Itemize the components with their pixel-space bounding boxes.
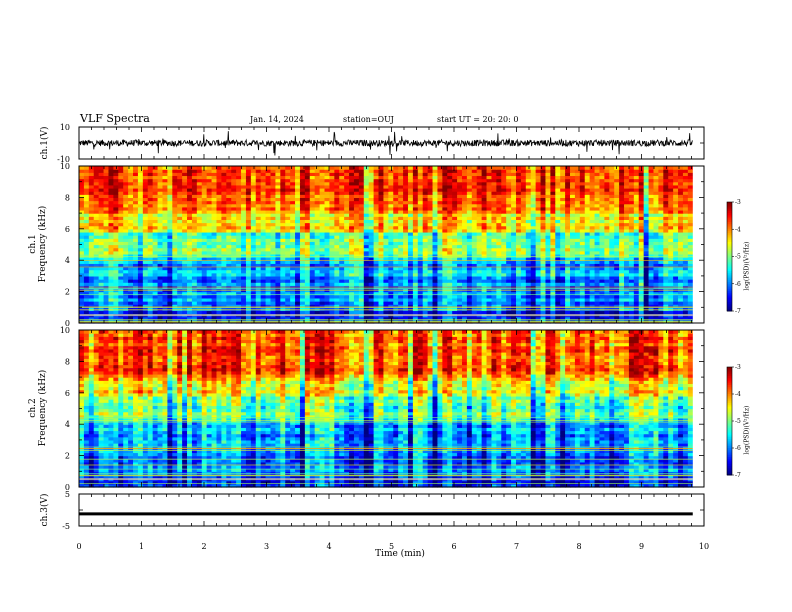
ch1-spectrogram-ylabel: ch.1 Frequency (kHz): [28, 189, 50, 299]
y-tick-label: 4: [65, 256, 70, 265]
x-tick-label: 3: [264, 542, 269, 551]
ch1-waveform-line: [78, 131, 693, 156]
ch1-ylabel-line2: Frequency (kHz): [38, 205, 48, 283]
y-tick-label: -5: [62, 522, 70, 531]
start-time-label: start UT = 20: 20: 0: [437, 115, 519, 124]
ch2-spectrogram-ylabel: ch.2 Frequency (kHz): [28, 353, 50, 463]
y-tick-label: 5: [65, 490, 70, 499]
colorbar-tick-label: -5: [735, 418, 741, 425]
ch2-colorbar: -3 -4 -5 -6 -7: [726, 364, 741, 479]
ch3-waveform-ylabel: ch.3(V): [40, 493, 50, 527]
y-tick-label: 8: [65, 357, 70, 366]
y-tick-label: 0: [65, 319, 70, 328]
x-tick-label: 1: [139, 542, 144, 551]
colorbar-tick-label: -6: [735, 445, 741, 452]
colorbar-tick-label: -3: [735, 364, 741, 371]
x-tick-label: 5: [389, 542, 394, 551]
x-tick-label: 7: [514, 542, 519, 551]
colorbar-tick-label: -4: [735, 226, 741, 233]
ch2-ylabel-line1: ch.2: [28, 398, 38, 418]
ch2-ylabel-line2: Frequency (kHz): [38, 369, 48, 447]
ch1-ylabel-line1: ch.1: [28, 234, 38, 254]
colorbar-tick-label: -5: [735, 254, 741, 261]
y-tick-label: 10: [60, 326, 70, 335]
ch2-spectrogram-panel: [79, 330, 705, 488]
chart-title: VLF Spectra: [80, 112, 150, 125]
date-label: Jan. 14, 2024: [250, 115, 304, 124]
ch2-colorbar-label: log(PSD)(V²/Hz): [743, 405, 751, 455]
ch1-waveform-ylabel: ch.1(V): [40, 126, 50, 160]
y-tick-label: 10: [60, 162, 70, 171]
x-tick-label: 10: [699, 542, 709, 551]
ch1-colorbar: -3 -4 -5 -6 -7: [726, 199, 741, 315]
x-tick-label: 4: [326, 542, 331, 551]
y-tick-label: 0: [65, 483, 70, 492]
x-tick-label: 8: [576, 542, 581, 551]
y-tick-label: -10: [57, 155, 70, 164]
y-tick-label: 8: [65, 193, 70, 202]
y-tick-label: 6: [65, 389, 70, 398]
x-axis-label: Time (min): [375, 549, 425, 559]
ch1-waveform-panel: [78, 131, 693, 156]
colorbar-tick-label: -7: [735, 308, 741, 315]
y-tick-label: 2: [65, 452, 70, 461]
y-tick-label: 6: [65, 225, 70, 234]
colorbar-tick-label: -3: [735, 199, 741, 206]
y-tick-label: 2: [65, 288, 70, 297]
colorbar-tick-label: -6: [735, 281, 741, 288]
y-tick-label: 4: [65, 420, 70, 429]
x-tick-label: 6: [451, 542, 456, 551]
colorbar-tick-label: -7: [735, 472, 741, 479]
x-tick-label: 9: [639, 542, 644, 551]
y-tick-label: 10: [60, 123, 70, 132]
colorbar-tick-label: -4: [735, 391, 741, 398]
ch1-colorbar-label: log(PSD)(V²/Hz): [743, 241, 751, 291]
x-tick-label: 0: [76, 542, 81, 551]
x-tick-label: 2: [201, 542, 206, 551]
ch1-spectrogram-panel: [79, 166, 705, 324]
station-label: station=OUJ: [343, 115, 394, 124]
